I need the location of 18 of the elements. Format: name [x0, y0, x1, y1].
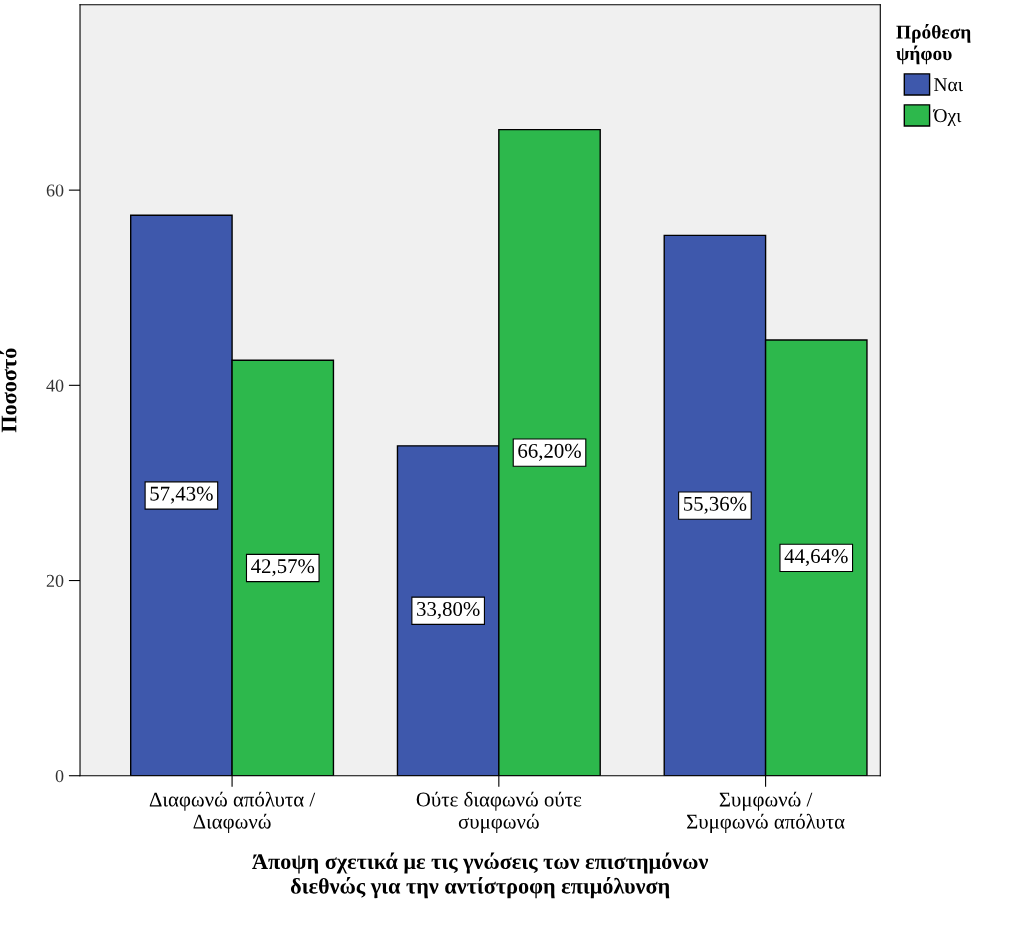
- y-tick-label: 0: [55, 769, 64, 783]
- y-tick-label: 60: [46, 184, 64, 197]
- y-tick-label: 20: [46, 574, 64, 587]
- x-axis-title: Άποψη σχετικά με τις γνώσεις των επιστημόνων διεθνώς για την αντίστροφη επιμόλυνση: [252, 852, 709, 899]
- data-label: 55,36%: [684, 496, 747, 514]
- x-tick-label: Συμφωνώ / Συμφωνώ απόλυτα: [686, 791, 845, 833]
- legend-label: Όχι: [932, 109, 962, 127]
- data-label: 66,20%: [518, 443, 581, 461]
- legend-label: Ναι: [934, 78, 963, 92]
- data-label: 33,80%: [417, 601, 480, 619]
- x-tick-label: Διαφωνώ απόλυτα / Διαφωνώ: [149, 791, 316, 833]
- y-axis-title: Ποσοστό: [0, 348, 17, 433]
- legend-title: Πρόθεση ψήφου: [896, 24, 971, 65]
- data-label: 42,57%: [251, 559, 315, 577]
- data-label: 44,64%: [784, 549, 848, 567]
- data-label: 57,43%: [150, 486, 213, 504]
- x-tick-label: Ούτε διαφωνώ ούτε συμφωνώ: [416, 791, 582, 833]
- y-tick-label: 40: [46, 379, 64, 392]
